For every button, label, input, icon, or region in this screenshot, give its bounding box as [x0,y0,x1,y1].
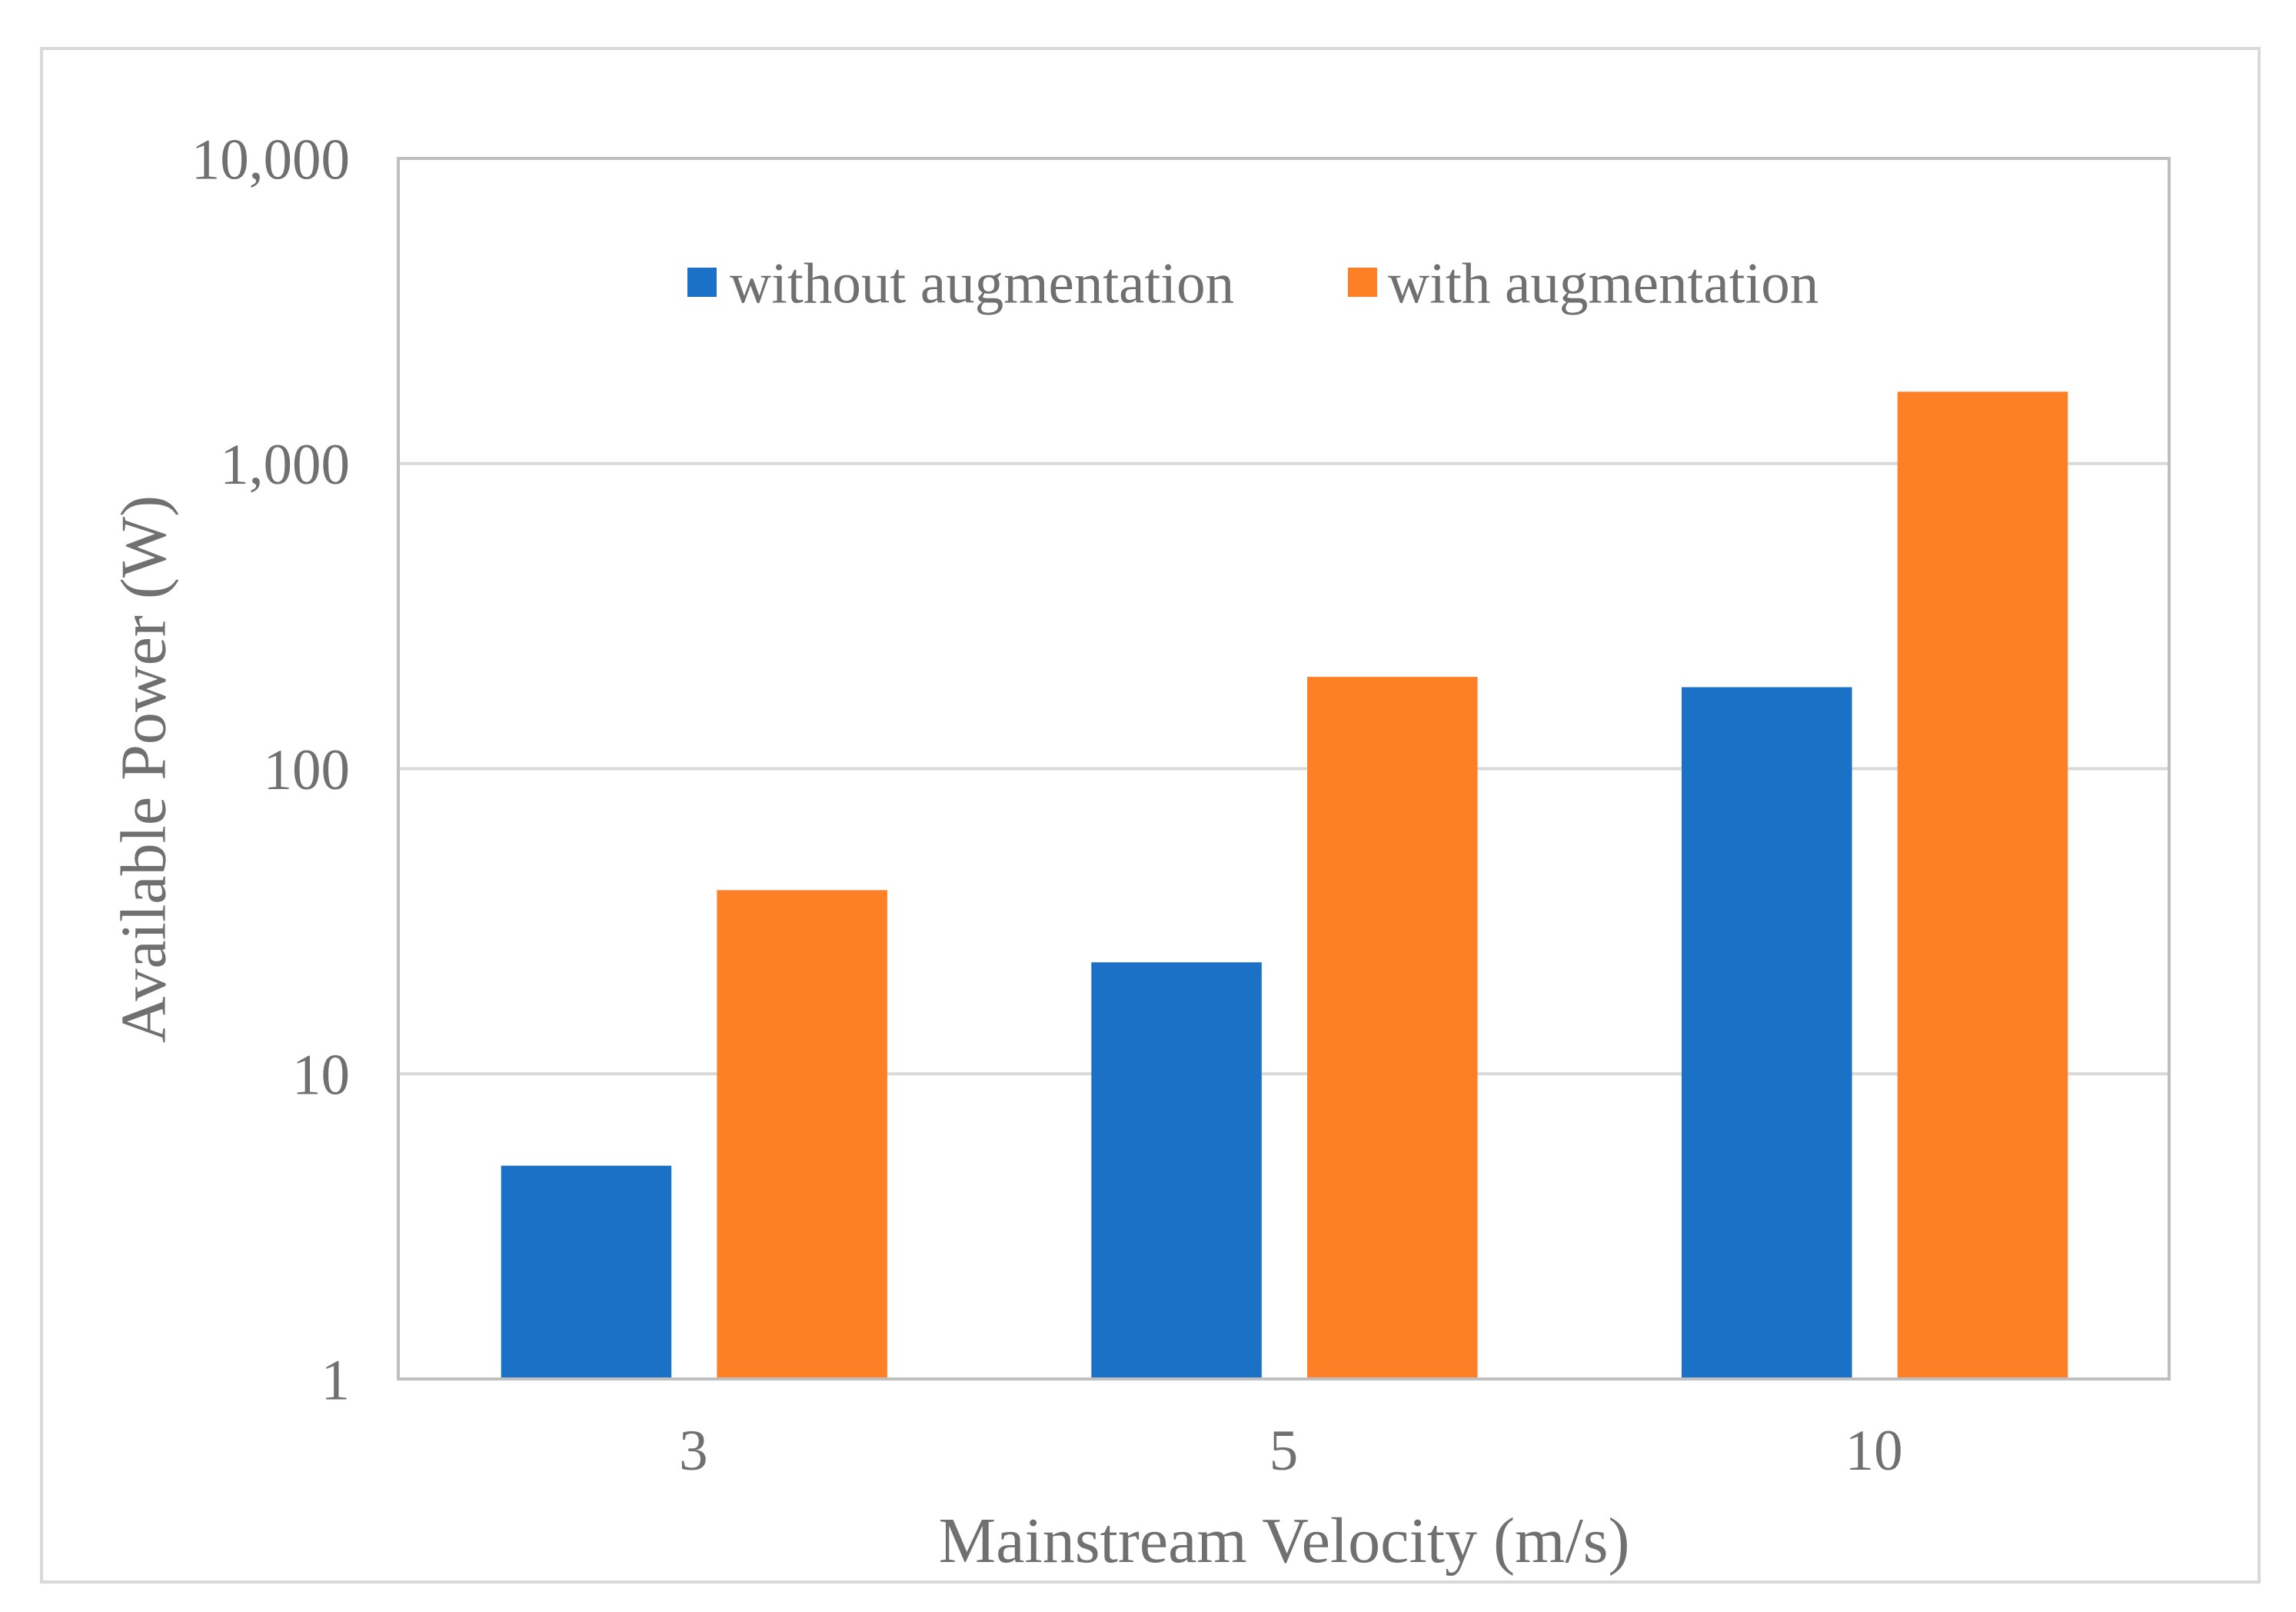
legend-swatch-with-augmentation [1348,268,1377,297]
y-axis-title: Available Power (W) [108,495,179,1043]
legend-item-with-augmentation: with augmentation [1348,251,1818,315]
legend: without augmentation with augmentation [687,251,1818,315]
x-tick-label: 5 [1269,1419,1299,1483]
y-tick-label: 100 [264,738,351,802]
y-tick-label: 10 [292,1044,350,1107]
bar-without-augmentation-10 [1682,687,1852,1379]
x-axis-ticks: 3 5 10 [679,1419,1903,1483]
bar-with-augmentation-5 [1307,677,1478,1379]
legend-item-without-augmentation: without augmentation [687,251,1234,315]
x-axis-title: Mainstream Velocity (m/s) [939,1505,1630,1577]
bars [501,391,2068,1379]
y-tick-label: 10,000 [191,128,350,192]
x-tick-label: 3 [679,1419,708,1483]
bar-without-augmentation-3 [501,1165,672,1379]
legend-label-with-augmentation: with augmentation [1388,251,1818,315]
y-tick-label: 1,000 [220,433,350,497]
bar-with-augmentation-10 [1897,391,2068,1379]
x-tick-label: 10 [1845,1419,1903,1483]
legend-swatch-without-augmentation [687,268,717,297]
y-axis-ticks: 1 10 100 1,000 10,000 [191,128,350,1412]
gridlines [398,461,2169,1076]
bar-with-augmentation-3 [717,890,887,1379]
legend-label-without-augmentation: without augmentation [730,251,1234,315]
y-tick-label: 1 [321,1348,351,1412]
bar-without-augmentation-5 [1091,962,1262,1379]
